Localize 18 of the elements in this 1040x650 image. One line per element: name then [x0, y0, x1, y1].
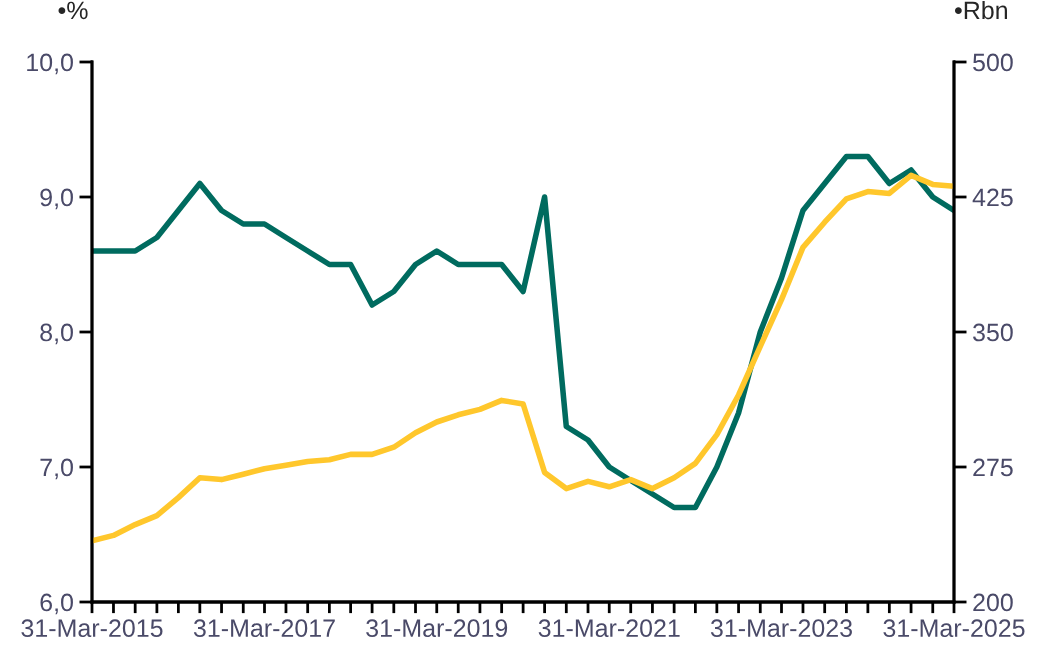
x-tick-label: 31-Mar-2015 [21, 619, 163, 638]
y-tick-label: 6,0 [40, 593, 73, 615]
y-tick-label: 10,0 [27, 53, 73, 75]
x-tick-label: 31-Mar-2025 [883, 619, 1025, 638]
x-tick-label: 31-Mar-2017 [193, 619, 335, 638]
y2-tick-label: 275 [973, 458, 1013, 477]
y-tick-label: 9,0 [40, 188, 73, 210]
y2-axis-title: •Rbn [954, 0, 1007, 20]
y-tick-label: 8,0 [40, 323, 73, 345]
y2-tick-label: 200 [973, 593, 1013, 612]
y2-tick-label: 425 [972, 188, 1013, 207]
x-tick-label: 31-Mar-2023 [710, 619, 852, 638]
x-tick-label: 31-Mar-2019 [366, 619, 508, 638]
y-tick-label: 7,0 [40, 458, 73, 480]
y2-tick-label: 350 [973, 323, 1013, 342]
y-axis-title: •% [58, 1, 88, 20]
x-tick-label: 31-Mar-2021 [538, 619, 680, 638]
y2-tick-label: 500 [973, 53, 1013, 72]
